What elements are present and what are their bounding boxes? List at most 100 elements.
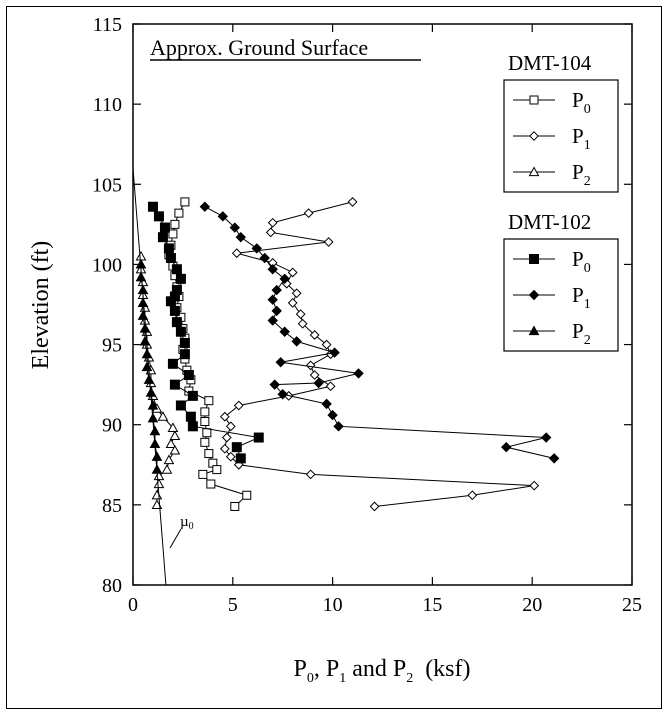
data-point: [267, 264, 278, 275]
legend-title-dmt-104: DMT-104: [508, 51, 592, 75]
data-point: [179, 337, 190, 348]
data-point: [235, 453, 246, 464]
data-point: [267, 217, 278, 228]
data-point: [171, 317, 182, 328]
axis-tick-labels: 0 5 10 15 20 25 80 85 90 95 100 105 110 115: [92, 14, 642, 616]
y-tick-label: 110: [93, 94, 122, 116]
legend-marker: [529, 131, 539, 141]
data-point: [529, 480, 540, 491]
legend-marker: [529, 95, 539, 105]
data-point: [165, 253, 176, 264]
data-point: [187, 421, 198, 432]
data-point: [313, 377, 324, 389]
data-point: [143, 374, 155, 384]
data-point: [287, 267, 298, 278]
series-line: [224, 201, 535, 507]
data-point: [206, 479, 216, 489]
data-point: [139, 335, 151, 346]
data-point: [163, 243, 174, 254]
data-point: [548, 453, 560, 464]
data-point: [219, 411, 230, 422]
legend-marker: [528, 166, 540, 177]
data-point: [167, 422, 179, 433]
data-point: [204, 449, 214, 459]
data-point: [187, 390, 198, 401]
data-point: [325, 381, 336, 392]
data-point: [279, 273, 290, 285]
y-axis-title: Elevation (ft): [28, 241, 54, 370]
data-point: [169, 305, 180, 316]
y-tick-label: 105: [92, 174, 122, 196]
data-point: [369, 501, 380, 512]
data-point: [327, 409, 338, 421]
data-point: [501, 441, 512, 453]
series-dmt-102-p1: [199, 201, 560, 464]
legend-label: P1: [572, 283, 591, 312]
x-axis-title: P0, P1 and P2 (ksf): [293, 656, 470, 686]
legend-marker: [529, 254, 539, 264]
data-point: [185, 411, 196, 422]
data-point: [170, 219, 180, 229]
data-point: [271, 305, 282, 317]
data-point: [163, 454, 175, 465]
data-point: [179, 349, 190, 360]
data-point: [204, 396, 214, 406]
data-point: [229, 222, 241, 233]
data-point: [180, 197, 190, 207]
legend-entries-dmt-104: P0 P1 P2: [513, 88, 591, 189]
chart-frame: [6, 6, 662, 709]
data-point: [231, 248, 242, 259]
data-point: [225, 451, 236, 462]
y-tick-label: 80: [102, 575, 122, 597]
data-point: [159, 222, 170, 233]
data-point: [235, 231, 246, 243]
data-point: [175, 400, 186, 411]
series-line: [132, 168, 167, 586]
data-point: [175, 326, 186, 337]
data-point: [217, 211, 229, 222]
legend-marker: [528, 289, 540, 301]
y-tick-label: 85: [102, 495, 122, 517]
data-point: [303, 208, 314, 219]
data-point: [168, 229, 178, 239]
data-point: [212, 465, 222, 475]
data-point: [287, 297, 298, 308]
series-dmt-102-p0: [147, 201, 264, 464]
data-point: [309, 330, 320, 340]
data-point: [165, 438, 177, 449]
y-tick-label: 100: [92, 254, 122, 276]
data-point: [147, 399, 159, 410]
legend-label: P0: [572, 247, 591, 276]
data-point: [153, 211, 164, 222]
data-point: [161, 464, 173, 474]
legend-label: P0: [572, 88, 591, 117]
data-point: [198, 469, 208, 479]
x-tick-label: 20: [522, 594, 542, 616]
data-point: [151, 489, 163, 500]
data-point: [147, 201, 158, 212]
data-point: [347, 197, 358, 207]
data-point: [305, 469, 316, 480]
data-point: [175, 273, 186, 284]
legend-label: P2: [572, 160, 591, 189]
data-point: [171, 264, 182, 275]
data-point: [275, 356, 286, 368]
y-tick-label: 115: [93, 14, 122, 36]
data-point: [200, 437, 210, 447]
data-point: [200, 407, 210, 417]
data-point: [157, 232, 168, 243]
legend-label: P1: [572, 124, 591, 153]
data-point: [253, 432, 264, 443]
data-point: [291, 336, 302, 347]
data-point: [219, 443, 230, 454]
data-point: [137, 310, 149, 320]
data-point: [242, 490, 252, 500]
data-point: [139, 323, 151, 333]
data-point: [251, 243, 262, 254]
x-tick-label: 10: [323, 594, 343, 616]
data-point: [305, 360, 316, 371]
data-point: [540, 432, 552, 443]
data-point: [169, 444, 181, 455]
data-point: [277, 389, 288, 400]
x-tick-label: 0: [128, 594, 138, 616]
